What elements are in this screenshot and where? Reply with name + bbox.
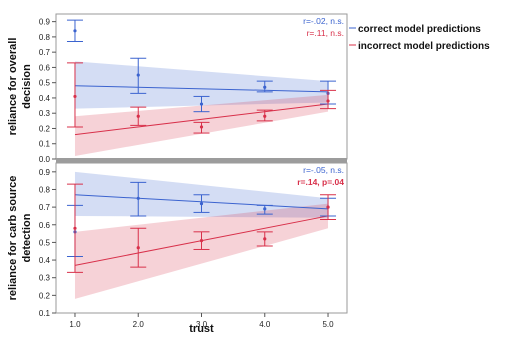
panel-1-y-tick-label: 0.9 (39, 168, 51, 177)
panel-0-series-1-correlation-annotation: r=.11, n.s. (307, 28, 344, 38)
panel-1-series-0-mean-point (199, 201, 204, 206)
panel-0-series-0-correlation-annotation: r=-.02, n.s. (303, 16, 344, 26)
panel-1-y-tick-label: 0.6 (39, 221, 51, 230)
panel-1-series-1-mean-point (199, 239, 204, 243)
panel-1-series-1-mean-point (326, 205, 330, 209)
panel-1-series-1-mean-point (73, 226, 77, 230)
panel-0-y-tick-label: 0.5 (39, 79, 51, 88)
panel-1-y-tick-label: 0.3 (39, 274, 51, 283)
panel-0-series-1-mean-point (199, 125, 204, 129)
x-tick-label: 3.0 (196, 320, 208, 329)
x-tick-label: 1.0 (69, 320, 81, 329)
x-axis-label: trust (189, 323, 214, 335)
panel-0-series-0-fit-line (74, 85, 329, 93)
panel-1-series-1-mean-point (136, 246, 140, 250)
panel-0-series-1-fit-line (74, 103, 329, 136)
panel-1-series-0-mean-point (136, 196, 140, 200)
panel-1-y-tick-label: 0.8 (39, 185, 51, 194)
panel-1-y-tick-label: 0.1 (39, 309, 51, 318)
panel-0-series-1-mean-point (263, 114, 267, 118)
panel-0-y-tick-label: 0.9 (39, 18, 51, 27)
panel-separator (56, 158, 347, 163)
panel-0-series-1-mean-point (326, 99, 330, 103)
panel-0-series-0-mean-point (73, 29, 77, 33)
panel-0-series-0-mean-point (136, 73, 140, 77)
x-tick-label: 2.0 (133, 320, 145, 329)
panel-1-y-axis-label: detection (21, 213, 33, 262)
panel-0-series-0-mean-point (263, 85, 267, 89)
panel-0-y-tick-label: 0.1 (39, 140, 51, 149)
panel-0-y-tick-label: 0.4 (39, 94, 51, 103)
panel-1-y-tick-label: 0.5 (39, 238, 51, 247)
panel-0-y-axis-label: decision (21, 64, 33, 109)
panel-0-y-tick-label: 0.8 (39, 33, 51, 42)
panel-1-y-tick-label: 0.7 (39, 203, 51, 212)
panel-0-y-axis-label: reliance for overall (7, 38, 19, 136)
panel-0-y-tick-label: 0.3 (39, 109, 51, 118)
legend-label-1: incorrect model predictions (358, 41, 490, 52)
x-tick-label: 4.0 (259, 320, 271, 329)
panel-1-series-1-mean-point (263, 237, 267, 241)
panel-0-series-1-mean-point (73, 94, 77, 99)
panel-1-y-tick-label: 0.2 (39, 291, 51, 300)
panel-1-series-1-confidence-band (74, 203, 329, 299)
panel-1-series-0-mean-point (263, 207, 267, 211)
legend-label-0: correct model predictions (358, 24, 481, 35)
panel-0-y-tick-label: 0.0 (39, 155, 51, 164)
panel-0-series-0-mean-point (199, 102, 204, 106)
panel-1-y-axis-label: reliance for carb source (7, 176, 19, 301)
panel-0-y-tick-label: 0.6 (39, 63, 51, 72)
panel-0-y-tick-label: 0.2 (39, 124, 51, 133)
x-tick-label: 5.0 (322, 320, 334, 329)
panel-0-series-1-mean-point (136, 114, 140, 118)
panel-1-y-tick-label: 0.4 (39, 256, 51, 265)
panel-1-series-1-correlation-annotation: r=.14, p=.04 (297, 177, 344, 187)
panel-0-y-tick-label: 0.7 (39, 48, 51, 57)
panel-1-series-0-correlation-annotation: r=-.05, n.s. (303, 165, 344, 175)
